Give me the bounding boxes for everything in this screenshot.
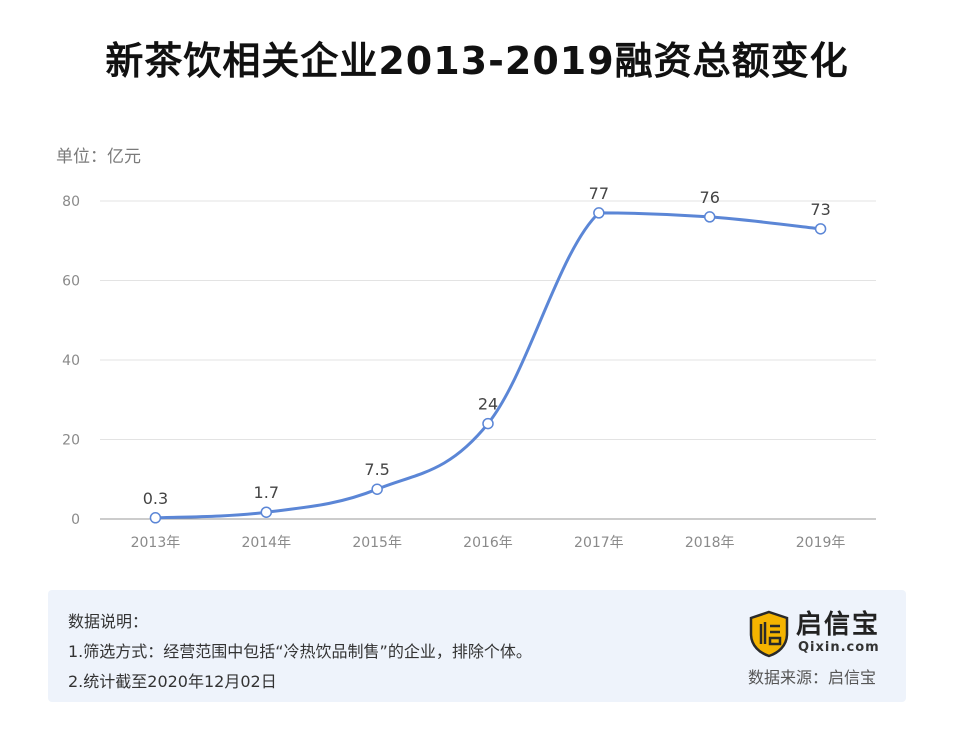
x-tick-label: 2014年 xyxy=(241,535,291,551)
x-tick-label: 2016年 xyxy=(463,535,513,551)
y-tick-labels: 0 20 40 60 80 xyxy=(62,194,80,528)
x-tick-label: 2015年 xyxy=(352,535,402,551)
data-source: 数据来源：启信宝 xyxy=(748,668,877,687)
data-point xyxy=(149,512,162,524)
grid-lines xyxy=(100,200,876,520)
data-label: 7.5 xyxy=(364,460,389,479)
data-label: 77 xyxy=(589,184,609,203)
y-tick-label: 60 xyxy=(62,274,80,290)
data-label: 24 xyxy=(478,395,498,414)
data-label: 1.7 xyxy=(254,483,279,502)
y-tick-label: 0 xyxy=(71,512,80,528)
notes-line-2: 2.统计截至2020年12月02日 xyxy=(68,672,277,691)
data-point xyxy=(371,483,383,495)
y-tick-label: 40 xyxy=(62,353,80,369)
data-point xyxy=(593,207,605,219)
data-label: 0.3 xyxy=(143,489,168,508)
series-line-path xyxy=(153,211,823,520)
data-labels: 0.3 1.7 7.5 24 77 76 73 xyxy=(143,184,831,508)
unit-label: 单位：亿元 xyxy=(56,147,141,167)
x-tick-label: 2013年 xyxy=(131,535,181,551)
data-point xyxy=(703,211,716,223)
notes-heading: 数据说明： xyxy=(68,612,149,631)
notes-line-1: 1.筛选方式：经营范围中包括“冷热饮品制售”的企业，排除个体。 xyxy=(68,642,532,661)
brand-name: 启信宝 xyxy=(796,610,881,640)
y-tick-label: 20 xyxy=(62,433,80,449)
chart-title: 新茶饮相关企业2013-2019融资总额变化 xyxy=(105,39,849,83)
x-tick-label: 2017年 xyxy=(574,535,624,551)
line-chart: 0 20 40 60 80 2013年 2014年 2015年 2016年 2017年 2018年… xyxy=(62,184,876,551)
y-tick-label: 80 xyxy=(62,194,80,210)
x-tick-label: 2018年 xyxy=(685,535,735,551)
series-line xyxy=(153,211,823,520)
data-point xyxy=(814,223,827,235)
data-label: 76 xyxy=(700,188,720,207)
data-label: 73 xyxy=(810,200,830,219)
x-tick-label: 2019年 xyxy=(796,535,846,551)
shield-logo-icon xyxy=(749,610,789,658)
notes-panel: 数据说明： 1.筛选方式：经营范围中包括“冷热饮品制售”的企业，排除个体。 2.… xyxy=(48,590,906,702)
data-point xyxy=(260,506,273,518)
data-point xyxy=(482,417,494,430)
data-points xyxy=(149,207,827,524)
x-tick-labels: 2013年 2014年 2015年 2016年 2017年 2018年 2019年 xyxy=(131,535,846,551)
brand-sub: Qixin.com xyxy=(798,640,880,655)
